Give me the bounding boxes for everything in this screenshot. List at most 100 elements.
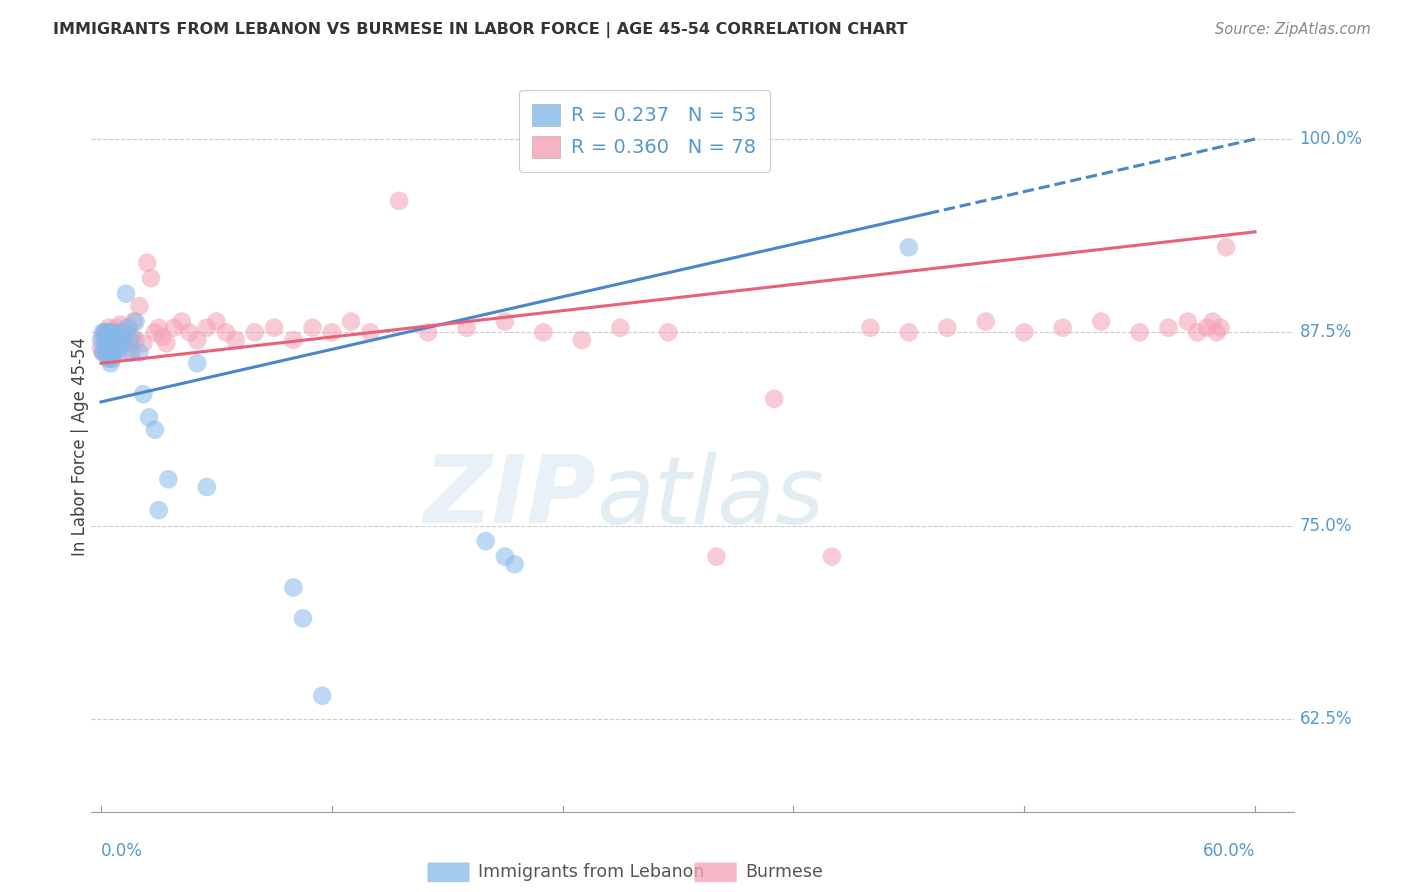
Point [763, 392, 786, 406]
Point [96, 326, 118, 340]
Point [494, 314, 516, 328]
Point [139, 271, 162, 285]
Point [103, 326, 125, 340]
Point [124, 314, 146, 328]
Point [105, 333, 128, 347]
Point [936, 320, 959, 334]
Point [122, 314, 145, 328]
Point [91, 326, 114, 340]
Point [474, 534, 496, 549]
Point [215, 326, 238, 340]
Point [100, 356, 122, 370]
Point [128, 299, 150, 313]
Point [416, 326, 439, 340]
Text: 0.0%: 0.0% [101, 842, 143, 860]
Point [111, 336, 134, 351]
Text: 75.0%: 75.0% [1299, 516, 1353, 534]
Point [100, 333, 122, 347]
Point [96, 326, 118, 340]
Point [609, 320, 631, 334]
Point [821, 549, 844, 564]
Point [388, 194, 411, 208]
Point [657, 326, 679, 340]
Point [301, 320, 323, 334]
Point [97, 320, 120, 334]
Text: 87.5%: 87.5% [1299, 323, 1353, 342]
Point [1090, 314, 1112, 328]
Point [1012, 326, 1035, 340]
Point [115, 286, 138, 301]
Point [283, 333, 305, 347]
Point [103, 336, 125, 351]
Point [105, 341, 128, 355]
Point [1195, 320, 1218, 334]
Point [100, 341, 122, 355]
Point [94, 345, 117, 359]
Point [117, 320, 139, 334]
Point [225, 333, 247, 347]
Point [117, 320, 139, 334]
Point [321, 326, 343, 340]
Point [571, 333, 593, 347]
Point [148, 503, 170, 517]
Point [90, 341, 112, 355]
Text: Immigrants from Lebanon: Immigrants from Lebanon [478, 863, 704, 881]
Y-axis label: In Labor Force | Age 45-54: In Labor Force | Age 45-54 [72, 336, 89, 556]
Point [195, 480, 218, 494]
Point [283, 581, 305, 595]
Point [179, 326, 201, 340]
Point [1209, 320, 1232, 334]
Text: IMMIGRANTS FROM LEBANON VS BURMESE IN LABOR FORCE | AGE 45-54 CORRELATION CHART: IMMIGRANTS FROM LEBANON VS BURMESE IN LA… [53, 22, 908, 38]
Point [138, 410, 160, 425]
Point [1205, 326, 1227, 340]
Point [94, 345, 117, 359]
Point [91, 330, 114, 344]
Point [107, 336, 129, 351]
Point [91, 345, 114, 359]
Point [97, 351, 120, 366]
Point [263, 320, 285, 334]
Point [163, 320, 186, 334]
Point [706, 549, 728, 564]
Point [195, 320, 218, 334]
Point [94, 326, 117, 340]
Point [111, 326, 134, 340]
Point [100, 345, 122, 359]
Legend: R = 0.237   N = 53, R = 0.360   N = 78: R = 0.237 N = 53, R = 0.360 N = 78 [519, 90, 770, 172]
Point [186, 333, 208, 347]
Point [1129, 326, 1152, 340]
Point [103, 333, 125, 347]
Point [152, 330, 174, 344]
Point [97, 326, 120, 340]
Point [186, 356, 208, 370]
Point [118, 333, 141, 347]
Point [90, 333, 112, 347]
Point [205, 314, 228, 328]
Point [897, 326, 920, 340]
Point [531, 326, 554, 340]
Point [100, 326, 122, 340]
Point [101, 351, 124, 366]
Point [132, 387, 155, 401]
Point [103, 345, 125, 359]
Text: atlas: atlas [596, 451, 824, 542]
Point [97, 345, 120, 359]
Point [503, 558, 526, 572]
Point [1202, 314, 1225, 328]
Point [96, 345, 118, 359]
Point [97, 336, 120, 351]
Point [148, 320, 170, 334]
Point [291, 611, 314, 625]
Point [105, 320, 128, 334]
Point [112, 333, 135, 347]
Point [121, 345, 143, 359]
Point [96, 345, 118, 359]
Point [107, 341, 129, 355]
Point [110, 341, 132, 355]
Point [110, 333, 132, 347]
Point [974, 314, 997, 328]
Point [859, 320, 882, 334]
Point [1187, 326, 1209, 340]
Point [100, 326, 122, 340]
Point [121, 330, 143, 344]
